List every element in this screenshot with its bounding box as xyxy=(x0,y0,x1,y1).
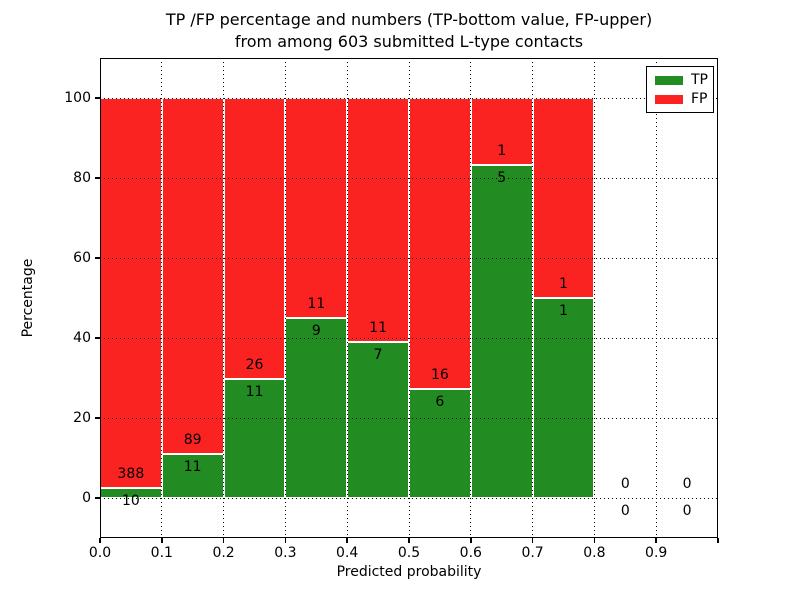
x-tick-label: 0.1 xyxy=(150,545,173,561)
fp-bar-segment xyxy=(161,98,224,454)
y-tick xyxy=(95,337,100,339)
v-gridline xyxy=(161,58,163,538)
chart-title-line1: TP /FP percentage and numbers (TP-bottom… xyxy=(165,10,653,29)
tp-count-label: 9 xyxy=(311,323,321,339)
tp-legend-swatch xyxy=(655,75,683,85)
x-tick xyxy=(655,538,657,543)
tp-count-label: 11 xyxy=(245,384,264,401)
legend-label: FP xyxy=(691,91,708,107)
x-tick-label: 0.4 xyxy=(336,545,359,561)
x-tick-label: 0.9 xyxy=(645,545,668,561)
tp-count-label: 6 xyxy=(435,393,445,410)
y-tick-label: 60 xyxy=(73,250,91,266)
fp-legend-swatch xyxy=(655,94,683,104)
fp-bar-segment xyxy=(347,98,409,343)
fp-bar-segment xyxy=(409,98,471,389)
x-tick xyxy=(284,538,287,543)
tp-count-label: 10 xyxy=(121,492,140,509)
tp-bar-segment xyxy=(470,164,533,498)
tp-count-label: 1 xyxy=(559,303,568,319)
fp-count-label: 89 xyxy=(183,432,202,448)
y-tick xyxy=(95,257,100,259)
tp-count-label: 0 xyxy=(620,503,630,519)
y-tick xyxy=(95,97,100,99)
x-tick xyxy=(161,538,163,543)
fp-count-label: 11 xyxy=(307,296,326,312)
x-tick-label: 0.2 xyxy=(212,545,235,561)
x-tick xyxy=(593,538,596,543)
fp-count-label: 0 xyxy=(620,476,630,492)
x-tick-label: 0.5 xyxy=(397,545,421,561)
y-tick-label: 100 xyxy=(64,90,91,106)
v-gridline xyxy=(470,58,472,538)
fp-bar-segment xyxy=(285,98,348,318)
legend-item: FP xyxy=(653,91,708,107)
fp-count-label: 16 xyxy=(430,366,449,383)
fp-count-label: 0 xyxy=(682,476,692,492)
x-tick xyxy=(346,538,348,543)
tp-bar-segment xyxy=(285,318,348,498)
v-gridline xyxy=(223,58,225,538)
x-tick-label: 0.7 xyxy=(521,545,544,561)
tp-bar-segment xyxy=(409,388,471,498)
fp-bar-segment xyxy=(532,98,595,298)
x-tick-label: 0.8 xyxy=(583,545,606,561)
tp-count-label: 7 xyxy=(373,347,383,364)
fp-count-label: 388 xyxy=(117,465,145,482)
fp-count-label: 11 xyxy=(369,320,388,337)
y-tick xyxy=(95,417,100,419)
chart-title-line2: from among 603 submitted L-type contacts xyxy=(234,32,584,51)
legend: TP FP xyxy=(646,66,714,113)
y-axis-label: Percentage xyxy=(20,258,36,338)
x-tick xyxy=(470,538,472,543)
tp-bar-segment xyxy=(347,342,409,498)
tp-count-label: 11 xyxy=(183,459,202,475)
x-tick xyxy=(408,538,410,543)
v-gridline xyxy=(408,58,410,538)
x-tick xyxy=(531,538,534,543)
fp-count-label: 1 xyxy=(559,276,568,292)
v-gridline xyxy=(532,58,534,538)
fp-count-label: 26 xyxy=(245,357,264,374)
tp-count-label: 5 xyxy=(497,169,507,186)
x-axis-label: Predicted probability xyxy=(336,564,482,580)
x-tick-label: 0.0 xyxy=(88,545,112,561)
v-gridline xyxy=(346,58,348,538)
plot-area: 388 10 89 11 26 11 11 9 11 7 16 6 1 5 1 1 0 0 0 0 TP FP xyxy=(100,58,718,538)
v-gridline xyxy=(593,58,595,538)
legend-label: TP xyxy=(691,72,708,88)
fp-count-label: 1 xyxy=(497,142,507,159)
chart-title: TP /FP percentage and numbers (TP-bottom… xyxy=(100,9,718,53)
y-tick xyxy=(95,177,100,179)
v-gridline xyxy=(284,58,286,538)
x-tick xyxy=(99,538,101,543)
tp-bar-segment xyxy=(532,298,595,498)
legend-item: TP xyxy=(653,72,708,88)
tp-count-label: 0 xyxy=(682,503,692,519)
v-gridline xyxy=(655,58,657,538)
x-tick xyxy=(222,538,225,543)
fp-bar-segment xyxy=(100,98,162,488)
y-tick-label: 80 xyxy=(73,170,91,186)
y-tick xyxy=(95,497,100,499)
y-tick-label: 40 xyxy=(73,330,91,346)
x-tick-label: 0.6 xyxy=(459,545,482,561)
y-tick-label: 20 xyxy=(73,410,91,426)
x-tick-label: 0.3 xyxy=(274,545,297,561)
y-tick-label: 0 xyxy=(82,490,91,506)
x-tick xyxy=(717,538,719,543)
